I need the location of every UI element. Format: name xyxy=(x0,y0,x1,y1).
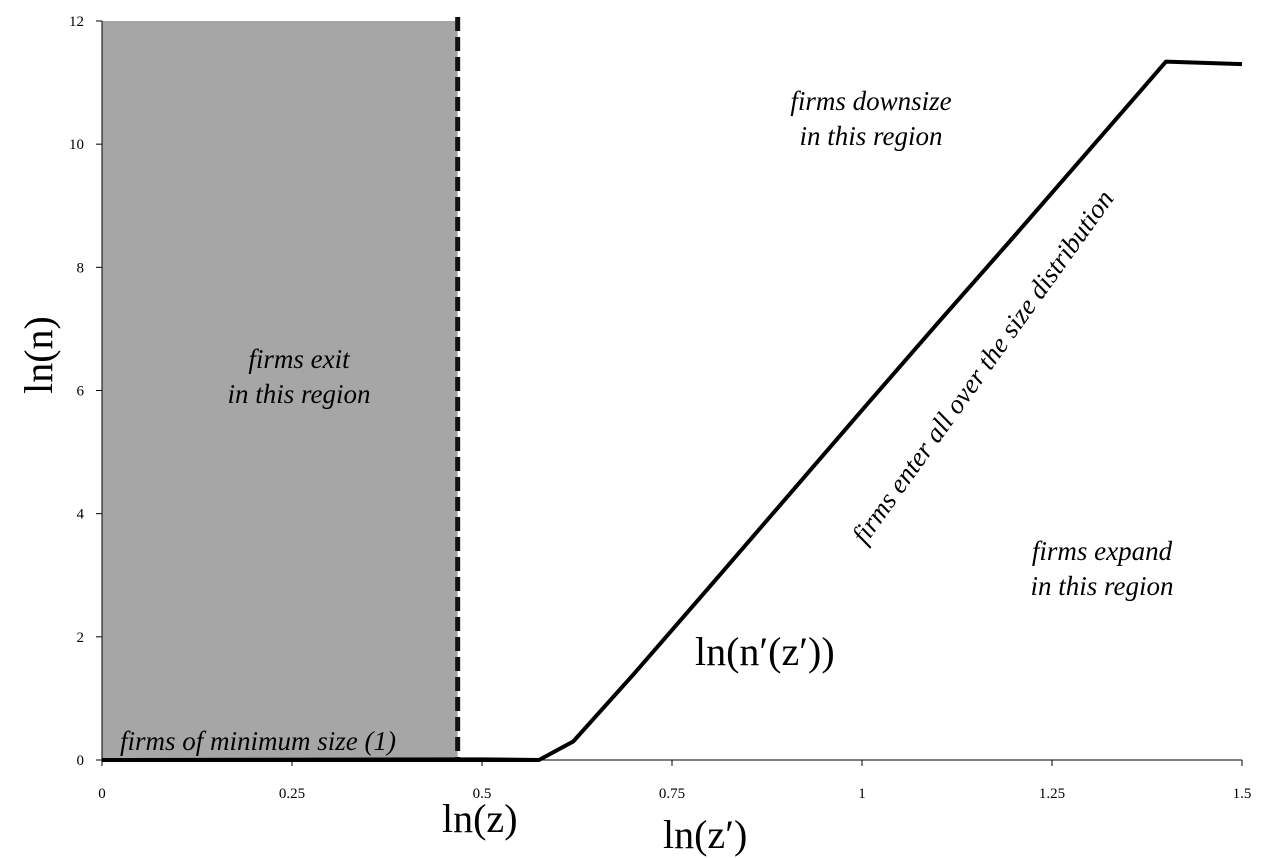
y-tick-label: 12 xyxy=(69,14,84,30)
annotation-exit-line1: firms exit xyxy=(248,344,351,374)
series-label: ln(n′(z′)) xyxy=(695,629,835,674)
annotation-exit-line2: in this region xyxy=(227,379,370,409)
threshold-label: ln(z) xyxy=(442,796,518,841)
x-axis-title: ln(z′) xyxy=(663,812,747,857)
y-tick-label: 6 xyxy=(77,384,85,400)
x-tick-label: 0.25 xyxy=(279,786,305,802)
x-tick-label: 1.25 xyxy=(1039,786,1065,802)
annotation-downsize-line1: firms downsize xyxy=(790,86,951,116)
y-tick-label: 0 xyxy=(77,753,85,769)
annotation-expand-line2: in this region xyxy=(1030,571,1173,601)
x-tick-label: 1.5 xyxy=(1233,786,1252,802)
annotation-downsize-line2: in this region xyxy=(799,121,942,151)
annotation-enter: firms enter all over the size distributi… xyxy=(846,184,1120,549)
y-tick-label: 2 xyxy=(77,630,85,646)
annotation-expand-line1: firms expand xyxy=(1032,536,1173,566)
y-tick-label: 4 xyxy=(77,507,85,523)
exit-region xyxy=(102,21,458,760)
x-tick-label: 1 xyxy=(858,786,866,802)
y-tick-label: 10 xyxy=(69,137,84,153)
y-axis-title: ln(n) xyxy=(16,316,61,394)
x-tick-label: 0.75 xyxy=(659,786,685,802)
x-tick-label: 0 xyxy=(98,786,106,802)
y-tick-label: 8 xyxy=(77,260,85,276)
x-tick-label: 0.5 xyxy=(473,786,492,802)
annotation-minimum-size: firms of minimum size (1) xyxy=(120,726,396,756)
